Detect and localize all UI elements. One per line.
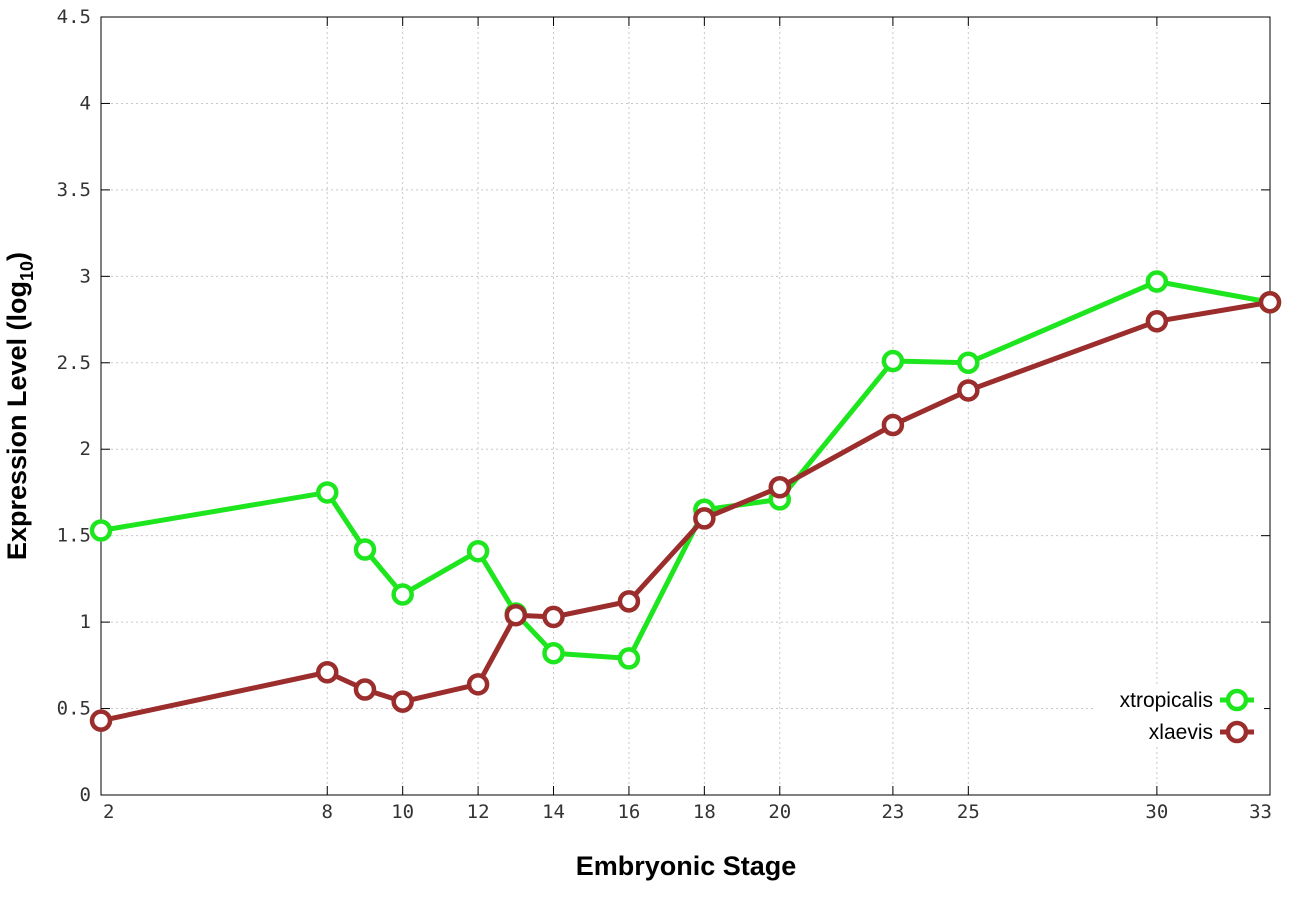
data-point xyxy=(353,678,377,701)
data-point xyxy=(504,603,528,627)
data-series xyxy=(89,270,1282,732)
x-tick-label: 10 xyxy=(391,801,414,823)
data-point xyxy=(466,539,490,563)
y-tick-label: 1 xyxy=(80,611,91,633)
data-point xyxy=(1145,310,1169,333)
data-point xyxy=(881,413,905,437)
legend-label: xlaevis xyxy=(1149,721,1213,744)
legend: xtropicalis xlaevis xyxy=(1096,684,1264,744)
x-tick-label: 8 xyxy=(322,801,333,823)
data-point xyxy=(542,641,565,665)
y-tick-label: 0.5 xyxy=(57,698,91,720)
grid-lines xyxy=(101,17,1270,795)
y-tick-label: 3.5 xyxy=(57,179,91,201)
data-point xyxy=(466,673,490,696)
x-tick-label: 25 xyxy=(957,801,980,823)
x-tick-label: 16 xyxy=(617,801,640,823)
x-tick-label: 18 xyxy=(693,801,716,823)
data-point xyxy=(1145,270,1169,293)
y-axis-title: Expression Level (log10) xyxy=(2,252,37,560)
legend-label: xtropicalis xyxy=(1120,689,1213,712)
data-point xyxy=(391,690,414,713)
data-point xyxy=(353,538,377,561)
y-tick-label: 1.5 xyxy=(57,525,91,547)
data-point xyxy=(542,605,565,629)
data-point xyxy=(693,507,716,530)
data-point xyxy=(89,709,113,732)
y-axis-title-main: Expression Level (log xyxy=(2,281,32,560)
y-tick-label: 4.5 xyxy=(57,6,91,28)
data-point xyxy=(316,481,339,504)
y-axis-title-subscript: 10 xyxy=(17,261,37,281)
data-point xyxy=(89,519,113,542)
axis-ticks: 0 0.5 1 1.5 2 2.5 3 3.5 4 4.5 2 8 10 12 14 16 18 20 23 25 30… xyxy=(57,6,1272,823)
x-tick-label: 2 xyxy=(103,801,114,823)
data-point xyxy=(316,660,339,684)
y-tick-label: 2 xyxy=(80,438,91,460)
data-point xyxy=(768,476,792,499)
y-tick-label: 2.5 xyxy=(57,352,91,374)
y-axis-title-end: ) xyxy=(2,252,32,261)
legend-marker xyxy=(1225,720,1249,744)
x-tick-label: 23 xyxy=(881,801,904,823)
x-axis-title: Embryonic Stage xyxy=(576,851,797,881)
y-tick-label: 3 xyxy=(80,265,91,287)
data-point xyxy=(957,379,980,402)
plot-frame xyxy=(100,16,1271,796)
legend-item: xlaevis xyxy=(1149,720,1254,744)
data-point xyxy=(881,349,905,373)
data-point xyxy=(391,583,414,606)
data-point xyxy=(617,590,641,613)
legend-marker xyxy=(1225,688,1249,712)
series-line xyxy=(100,299,1271,724)
series-xlaevis xyxy=(89,291,1282,732)
data-point xyxy=(617,647,641,670)
y-tick-label: 4 xyxy=(80,92,91,114)
x-tick-label: 30 xyxy=(1145,801,1168,823)
legend-item: xtropicalis xyxy=(1120,688,1254,712)
x-tick-label: 14 xyxy=(542,801,565,823)
x-tick-label: 12 xyxy=(467,801,490,823)
data-point xyxy=(1258,291,1282,314)
x-tick-label: 33 xyxy=(1249,801,1272,823)
data-point xyxy=(957,351,980,375)
series-xtropicalis xyxy=(89,270,1282,670)
y-tick-label: 0 xyxy=(80,784,91,806)
x-tick-label: 20 xyxy=(768,801,791,823)
series-line xyxy=(100,279,1271,661)
